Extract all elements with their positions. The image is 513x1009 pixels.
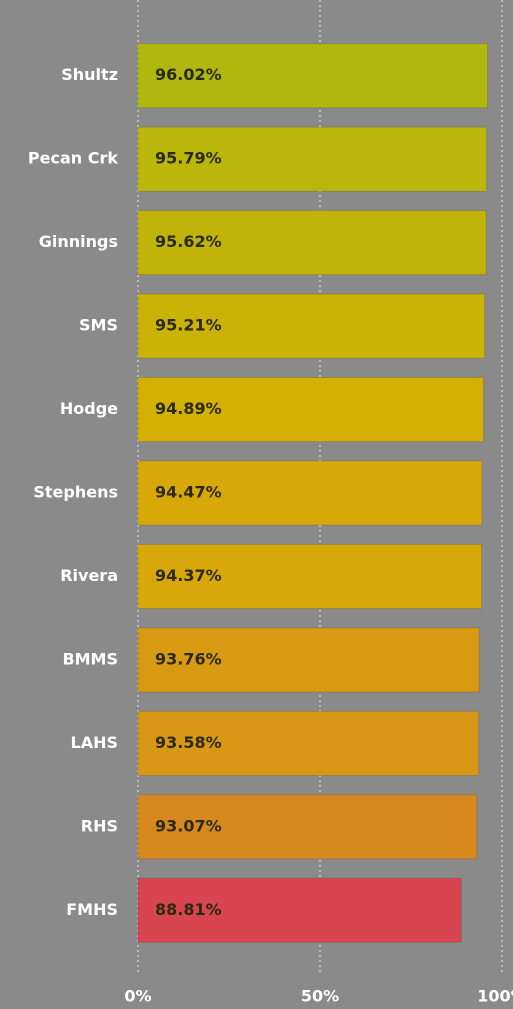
value-label: 94.47% [155,483,222,502]
value-label: 95.21% [155,316,222,335]
category-label: Ginnings [39,232,118,251]
bar [137,210,487,276]
value-label: 93.58% [155,733,222,752]
bar [137,543,483,609]
value-label: 94.37% [155,566,222,585]
x-tick-label: 0% [124,987,151,1006]
category-label: Shultz [61,65,118,84]
bar [137,460,483,526]
category-label: BMMS [62,649,118,668]
category-label: Hodge [60,399,118,418]
category-label: Stephens [33,483,118,502]
category-label: Pecan Crk [28,149,118,168]
value-label: 96.02% [155,65,222,84]
category-label: SMS [79,316,118,335]
bar [137,43,489,109]
category-label: RHS [81,816,118,835]
value-label: 93.07% [155,816,222,835]
category-label: LAHS [71,733,119,752]
x-tick-label: 50% [301,987,339,1006]
value-label: 95.79% [155,149,222,168]
bar [137,877,462,943]
category-label: FMHS [66,900,118,919]
value-label: 93.76% [155,649,222,668]
value-label: 88.81% [155,900,222,919]
bar [137,293,486,359]
bar [137,377,484,443]
x-tick-label: 100% [477,987,513,1006]
category-label: Rivera [60,566,118,585]
bar [137,794,478,860]
value-label: 95.62% [155,232,222,251]
value-label: 94.89% [155,399,222,418]
bar [137,710,480,776]
bar [137,627,480,693]
bar [137,126,488,192]
